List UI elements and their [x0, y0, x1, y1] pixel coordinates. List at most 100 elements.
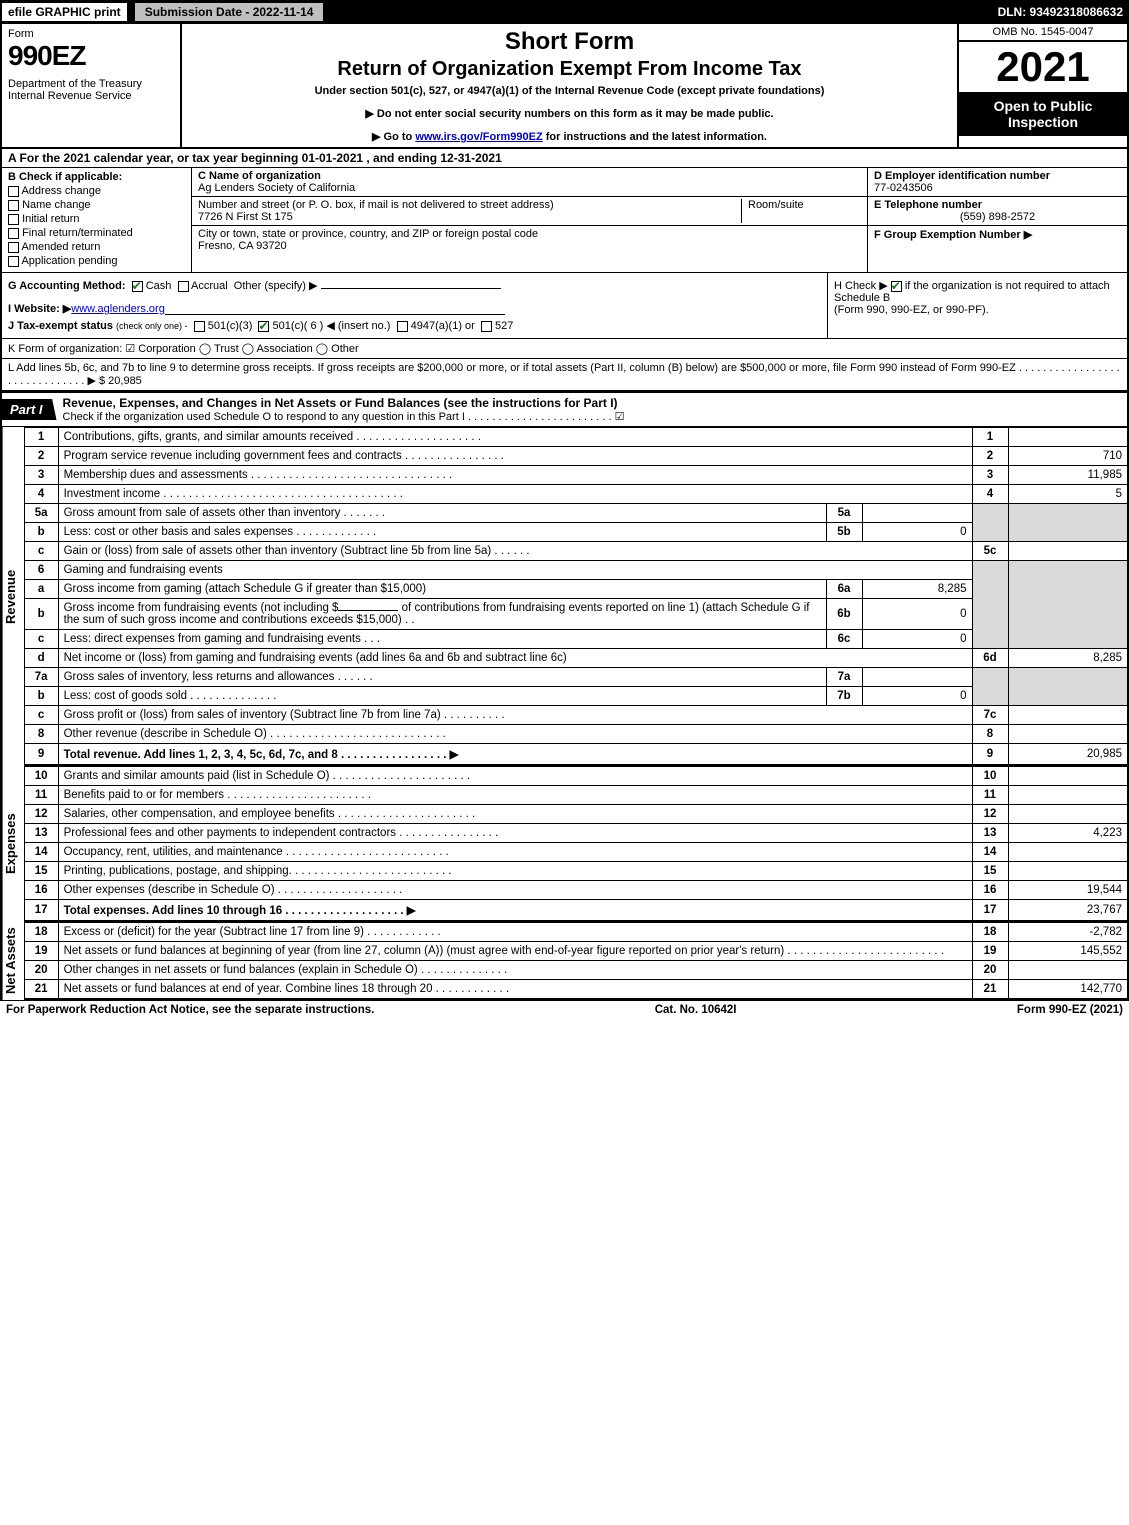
header-mid: Short Form Return of Organization Exempt…: [182, 24, 957, 147]
room-label: Room/suite: [748, 199, 804, 211]
tel-label: E Telephone number: [874, 199, 982, 211]
line-17-desc: Total expenses. Add lines 10 through 16 …: [64, 905, 416, 917]
amended-lbl: Amended return: [21, 241, 100, 253]
line-15: 15Printing, publications, postage, and s…: [24, 862, 1128, 881]
revenue-section: Revenue 1Contributions, gifts, grants, a…: [0, 427, 1129, 766]
line-7c: cGross profit or (loss) from sales of in…: [24, 706, 1128, 725]
line-4: 4Investment income . . . . . . . . . . .…: [24, 485, 1128, 504]
under-section: Under section 501(c), 527, or 4947(a)(1)…: [190, 85, 949, 97]
check-accrual[interactable]: [178, 281, 189, 292]
check-pending[interactable]: Application pending: [8, 255, 185, 267]
line-12: 12Salaries, other compensation, and empl…: [24, 805, 1128, 824]
line-10: 10Grants and similar amounts paid (list …: [24, 767, 1128, 786]
check-501c[interactable]: [258, 321, 269, 332]
net-assets-sidelabel: Net Assets: [2, 922, 24, 1000]
sec-def: D Employer identification number 77-0243…: [867, 168, 1127, 272]
sec-gij: G Accounting Method: Cash Accrual Other …: [2, 273, 827, 338]
check-sched-b[interactable]: [891, 281, 902, 292]
note2-pre: ▶ Go to: [372, 131, 415, 143]
501c3-lbl: 501(c)(3): [208, 320, 253, 332]
h-text1: H Check ▶: [834, 280, 888, 292]
line-21: 21Net assets or fund balances at end of …: [24, 980, 1128, 1000]
line-6d: dNet income or (loss) from gaming and fu…: [24, 649, 1128, 668]
line-13: 13Professional fees and other payments t…: [24, 824, 1128, 843]
website-link[interactable]: www.aglenders.org: [71, 303, 165, 315]
ein-value: 77-0243506: [874, 182, 933, 194]
line-6: 6Gaming and fundraising events: [24, 561, 1128, 580]
cat-no: Cat. No. 10642I: [655, 1004, 737, 1016]
top-bar: efile GRAPHIC print Submission Date - 20…: [0, 0, 1129, 24]
line-8: 8Other revenue (describe in Schedule O) …: [24, 725, 1128, 744]
form-label: Form: [8, 28, 174, 40]
check-501c3[interactable]: [194, 321, 205, 332]
form-number: 990EZ: [8, 40, 174, 72]
row-l: L Add lines 5b, 6c, and 7b to line 9 to …: [0, 359, 1129, 391]
part-1-title-text: Revenue, Expenses, and Changes in Net As…: [63, 396, 618, 410]
line-19: 19Net assets or fund balances at beginni…: [24, 942, 1128, 961]
part-1-header-row: Part I Revenue, Expenses, and Changes in…: [0, 391, 1129, 427]
check-527[interactable]: [481, 321, 492, 332]
short-form-title: Short Form: [190, 28, 949, 56]
line-2: 2Program service revenue including gover…: [24, 447, 1128, 466]
pending-lbl: Application pending: [21, 255, 117, 267]
line-9: 9Total revenue. Add lines 1, 2, 3, 4, 5c…: [24, 744, 1128, 766]
irs-link[interactable]: www.irs.gov/Form990EZ: [415, 131, 542, 143]
cash-lbl: Cash: [146, 280, 172, 292]
sec-ghij: G Accounting Method: Cash Accrual Other …: [0, 273, 1129, 339]
sec-c: C Name of organization Ag Lenders Societ…: [192, 168, 867, 272]
check-amended[interactable]: Amended return: [8, 241, 185, 253]
department-label: Department of the Treasury Internal Reve…: [8, 78, 174, 102]
h-text3: (Form 990, 990-EZ, or 990-PF).: [834, 304, 989, 316]
ein-label: D Employer identification number: [874, 170, 1050, 182]
header-note-2: ▶ Go to www.irs.gov/Form990EZ for instru…: [190, 130, 949, 143]
line-5a: 5aGross amount from sale of assets other…: [24, 504, 1128, 523]
group-exemption-label: F Group Exemption Number ▶: [874, 229, 1032, 241]
check-final-return[interactable]: Final return/terminated: [8, 227, 185, 239]
omb-number: OMB No. 1545-0047: [959, 24, 1127, 42]
check-initial-return[interactable]: Initial return: [8, 213, 185, 225]
line-18: 18Excess or (deficit) for the year (Subt…: [24, 923, 1128, 942]
line-7b: bLess: cost of goods sold . . . . . . . …: [24, 687, 1128, 706]
efile-label[interactable]: efile GRAPHIC print: [0, 1, 129, 23]
expenses-section: Expenses 10Grants and similar amounts pa…: [0, 766, 1129, 922]
header-left: Form 990EZ Department of the Treasury In…: [2, 24, 182, 147]
4947-lbl: 4947(a)(1) or: [411, 320, 475, 332]
pra-notice: For Paperwork Reduction Act Notice, see …: [6, 1004, 374, 1016]
note2-post: for instructions and the latest informat…: [543, 131, 767, 143]
527-lbl: 527: [495, 320, 513, 332]
dln: DLN: 93492318086632: [998, 5, 1129, 19]
part-1-title: Revenue, Expenses, and Changes in Net As…: [57, 393, 1127, 426]
sec-b-header: B Check if applicable:: [8, 171, 185, 183]
line-7a: 7aGross sales of inventory, less returns…: [24, 668, 1128, 687]
sec-h: H Check ▶ if the organization is not req…: [827, 273, 1127, 338]
city-state-zip: Fresno, CA 93720: [198, 240, 287, 252]
form-header: Form 990EZ Department of the Treasury In…: [0, 24, 1129, 149]
part-1-sub: Check if the organization used Schedule …: [63, 410, 1121, 423]
line-16: 16Other expenses (describe in Schedule O…: [24, 881, 1128, 900]
expenses-table: 10Grants and similar amounts paid (list …: [24, 766, 1129, 922]
header-note-1: ▶ Do not enter social security numbers o…: [190, 107, 949, 120]
return-title: Return of Organization Exempt From Incom…: [190, 58, 949, 81]
part-1-label: Part I: [2, 399, 57, 420]
line-9-desc: Total revenue. Add lines 1, 2, 3, 4, 5c,…: [64, 749, 459, 761]
open-inspection: Open to Public Inspection: [959, 92, 1127, 136]
form-ref: Form 990-EZ (2021): [1017, 1004, 1123, 1016]
submission-date: Submission Date - 2022-11-14: [133, 1, 326, 23]
net-assets-table: 18Excess or (deficit) for the year (Subt…: [24, 922, 1129, 1000]
501c-lbl: 501(c)( 6 ) ◀ (insert no.): [273, 320, 391, 332]
line-6b: bGross income from fundraising events (n…: [24, 599, 1128, 630]
tel-value: (559) 898-2572: [874, 211, 1121, 223]
org-name-label: C Name of organization: [198, 170, 321, 182]
addr-change-lbl: Address change: [21, 185, 101, 197]
check-name-change[interactable]: Name change: [8, 199, 185, 211]
name-change-lbl: Name change: [22, 199, 91, 211]
check-cash[interactable]: [132, 281, 143, 292]
tax-sub: (check only one) -: [116, 321, 188, 331]
line-20: 20Other changes in net assets or fund ba…: [24, 961, 1128, 980]
row-k: K Form of organization: ☑ Corporation ◯ …: [0, 339, 1129, 359]
check-address-change[interactable]: Address change: [8, 185, 185, 197]
accrual-lbl: Accrual: [191, 280, 228, 292]
check-4947[interactable]: [397, 321, 408, 332]
line-3: 3Membership dues and assessments . . . .…: [24, 466, 1128, 485]
website-label: I Website: ▶: [8, 303, 71, 315]
